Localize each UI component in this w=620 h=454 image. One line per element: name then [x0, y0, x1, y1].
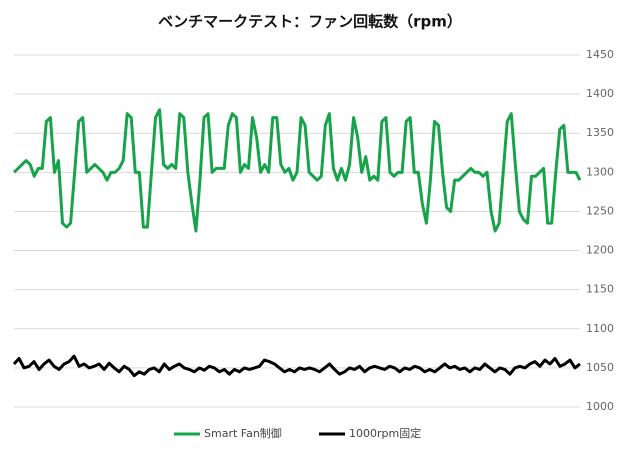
y-tick-label: 1050 [586, 361, 614, 374]
y-tick-label: 1250 [586, 204, 614, 217]
y-tick-label: 1200 [586, 244, 614, 257]
series-line [12, 354, 581, 378]
chart-title: ベンチマークテスト：ファン回転数（rpm） [158, 13, 462, 31]
y-tick-label: 1000 [586, 400, 614, 413]
y-tick-label: 1350 [586, 126, 614, 139]
y-tick-label: 1400 [586, 87, 614, 100]
y-tick-label: 1450 [586, 48, 614, 61]
y-tick-label: 1100 [586, 322, 614, 335]
y-tick-label: 1150 [586, 283, 614, 296]
legend-label: 1000rpm固定 [349, 426, 421, 440]
legend-label: Smart Fan制御 [204, 426, 282, 440]
y-tick-label: 1300 [586, 165, 614, 178]
series-line [12, 108, 582, 233]
